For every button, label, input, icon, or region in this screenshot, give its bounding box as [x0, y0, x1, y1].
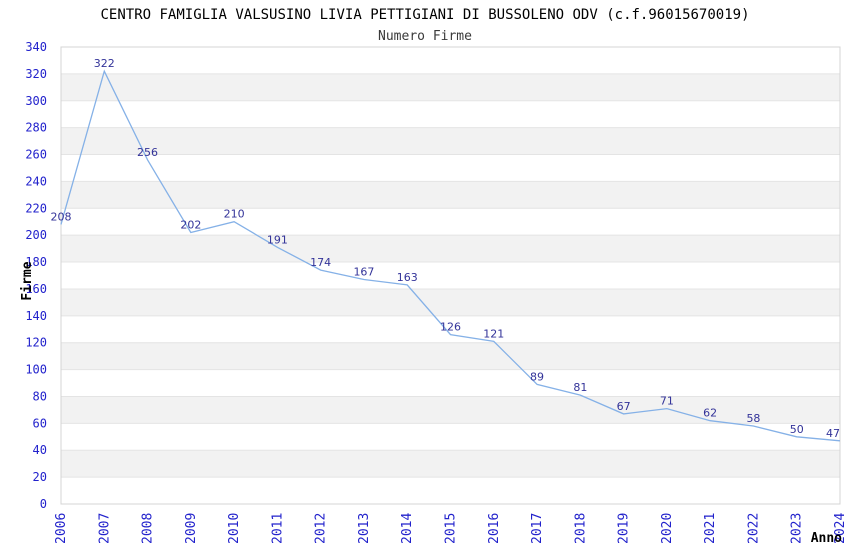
- y-tick-label: 60: [33, 416, 47, 430]
- x-tick-label: 2017: [530, 513, 545, 544]
- point-label: 89: [530, 370, 544, 383]
- y-tick-label: 340: [25, 40, 47, 54]
- point-label: 163: [397, 271, 418, 284]
- point-label: 191: [267, 233, 288, 246]
- series-line: [60, 69, 841, 442]
- gridlines: [61, 73, 840, 478]
- alternate-band: [61, 73, 840, 101]
- y-tick-label: 120: [25, 336, 47, 350]
- x-tick-label: 2019: [617, 513, 632, 544]
- point-label: 202: [180, 218, 201, 231]
- x-tick-label: 2009: [184, 513, 199, 544]
- y-tick-label: 280: [25, 121, 47, 135]
- y-tick-label: 40: [33, 443, 47, 457]
- y-tick-label: 320: [25, 67, 47, 81]
- y-tick-label: 20: [33, 470, 47, 484]
- alternate-band: [61, 127, 840, 155]
- y-tick-label: 100: [25, 363, 47, 377]
- point-label: 167: [353, 266, 374, 279]
- x-axis-title: Anno: [811, 531, 842, 546]
- point-label: 174: [310, 256, 331, 269]
- y-tick-label: 240: [25, 174, 47, 188]
- plot-area-background: [61, 47, 840, 504]
- point-label: 256: [137, 146, 158, 159]
- point-label: 58: [746, 412, 760, 425]
- y-tick-label: 180: [25, 255, 47, 269]
- y-tick-label: 0: [40, 497, 47, 511]
- alternate-band: [61, 288, 840, 316]
- x-tick-label: 2020: [660, 513, 675, 544]
- y-tick-label: 200: [25, 228, 47, 242]
- plot-bands: [61, 47, 840, 504]
- x-tick-label: 2013: [357, 513, 372, 544]
- x-tick-label: 2015: [444, 513, 459, 544]
- point-label: 62: [703, 407, 717, 420]
- chart-title: CENTRO FAMIGLIA VALSUSINO LIVIA PETTIGIA…: [100, 7, 749, 23]
- point-label: 126: [440, 321, 461, 334]
- x-tick-label: 2011: [270, 513, 285, 544]
- x-tick-label: 2006: [54, 513, 69, 544]
- y-tick-label: 220: [25, 201, 47, 215]
- point-label: 47: [826, 427, 840, 440]
- point-label: 322: [94, 57, 115, 70]
- alternate-band: [61, 235, 840, 263]
- chart-subtitle: Numero Firme: [378, 29, 472, 44]
- point-label: 121: [483, 327, 504, 340]
- y-axis-title: Firme: [20, 261, 35, 300]
- alternate-band: [61, 181, 840, 209]
- alternate-band: [61, 450, 840, 478]
- x-tick-label: 2022: [746, 513, 761, 544]
- alternate-band: [61, 396, 840, 424]
- alternate-band: [61, 342, 840, 370]
- y-tick-label: 140: [25, 309, 47, 323]
- point-label: 81: [573, 381, 587, 394]
- y-tick-label: 300: [25, 94, 47, 108]
- x-tick-label: 2007: [97, 513, 112, 544]
- plot-border: [60, 46, 841, 505]
- x-tick-label: 2023: [790, 513, 805, 544]
- point-label: 71: [660, 395, 674, 408]
- y-tick-label: 260: [25, 148, 47, 162]
- point-label: 50: [790, 423, 804, 436]
- x-tick-label: 2008: [141, 513, 156, 544]
- x-tick-label: 2010: [227, 513, 242, 544]
- point-labels: 208 322 256 202 210 191 174 167 163 126 121 89 81 67 7…: [51, 57, 841, 440]
- point-label: 210: [224, 208, 245, 221]
- x-tick-label: 2014: [400, 513, 415, 544]
- y-tick-label: 80: [33, 389, 47, 403]
- x-tick-label: 2016: [487, 513, 502, 544]
- x-tick-label: 2021: [703, 513, 718, 544]
- point-label: 208: [51, 210, 72, 223]
- point-label: 67: [617, 400, 631, 413]
- x-tick-label: 2024: [833, 513, 848, 544]
- x-tick-label: 2018: [573, 513, 588, 544]
- x-tick-label: 2012: [314, 513, 329, 544]
- y-tick-label: 160: [25, 282, 47, 296]
- x-tick-labels: 2006 2007 2008 2009 2010 2011 2012 2013 2014 2015…: [54, 513, 848, 544]
- y-tick-labels: 0 20 40 60 80 100 120 140 160 180 200 220 240 260 280 3…: [25, 40, 47, 511]
